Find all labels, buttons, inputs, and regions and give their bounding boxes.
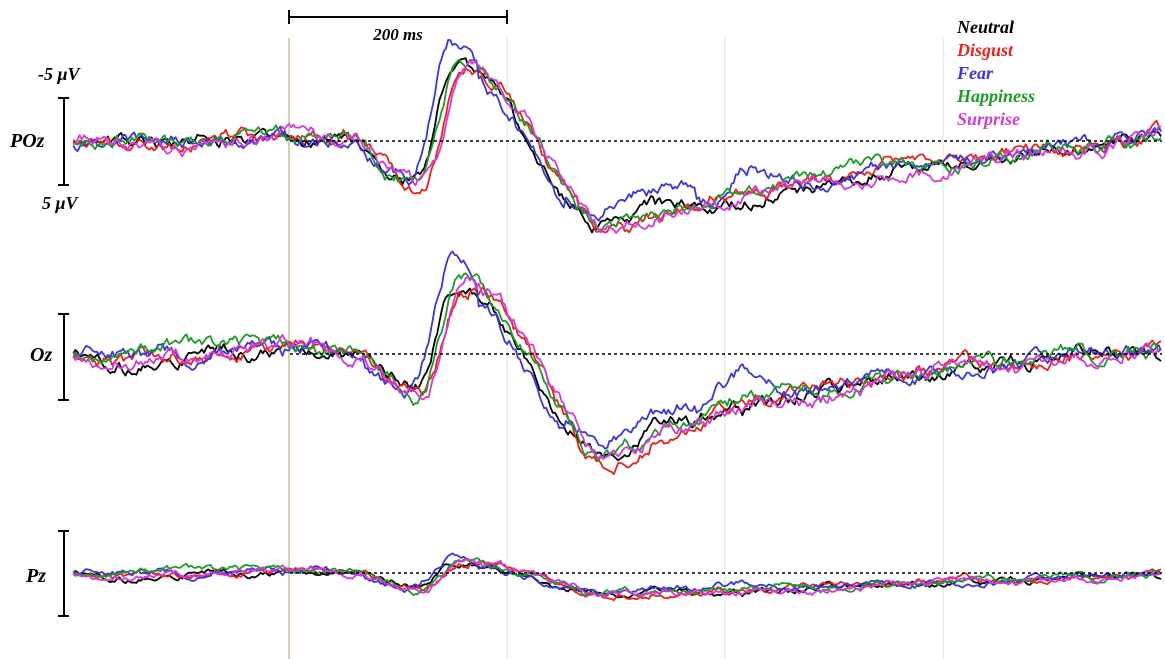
amplitude-scale-bottom-label: 5 μV bbox=[42, 193, 80, 213]
series-line-surprise-poz bbox=[73, 59, 1162, 234]
electrode-label: Pz bbox=[25, 565, 46, 587]
panels: POz Oz Pz bbox=[9, 39, 1162, 617]
series-line-surprise-pz bbox=[72, 557, 1162, 598]
series-line-disgust-oz bbox=[72, 286, 1162, 476]
series-line-happiness-poz bbox=[72, 58, 1162, 232]
legend-entry-neutral: Neutral bbox=[956, 17, 1014, 37]
series-line-happiness-pz bbox=[72, 557, 1162, 598]
time-scale-bar-label: 200 ms bbox=[372, 25, 423, 44]
series-line-neutral-oz bbox=[72, 287, 1162, 462]
panel-Pz: Pz bbox=[25, 530, 1162, 617]
amplitude-scale-labels: -5 μV 5 μV bbox=[38, 64, 82, 213]
legend-entry-disgust: Disgust bbox=[956, 40, 1014, 60]
legend-entry-fear: Fear bbox=[956, 63, 994, 83]
legend-entry-surprise: Surprise bbox=[957, 109, 1020, 129]
series-line-fear-poz bbox=[72, 39, 1162, 222]
electrode-label: POz bbox=[9, 130, 45, 152]
time-scale-bar: 200 ms bbox=[288, 10, 508, 44]
series-line-fear-oz bbox=[72, 250, 1162, 450]
panel-Oz: Oz bbox=[30, 250, 1162, 476]
electrode-label: Oz bbox=[30, 344, 52, 366]
legend-entry-happiness: Happiness bbox=[956, 86, 1035, 106]
amplitude-scale-top-label: -5 μV bbox=[38, 64, 82, 84]
series-line-happiness-oz bbox=[72, 272, 1162, 462]
panel-POz: POz bbox=[9, 39, 1162, 234]
legend: Neutral Disgust Fear Happiness Surprise bbox=[956, 17, 1035, 129]
vertical-gridlines bbox=[288, 38, 944, 659]
series-line-surprise-oz bbox=[72, 275, 1162, 460]
